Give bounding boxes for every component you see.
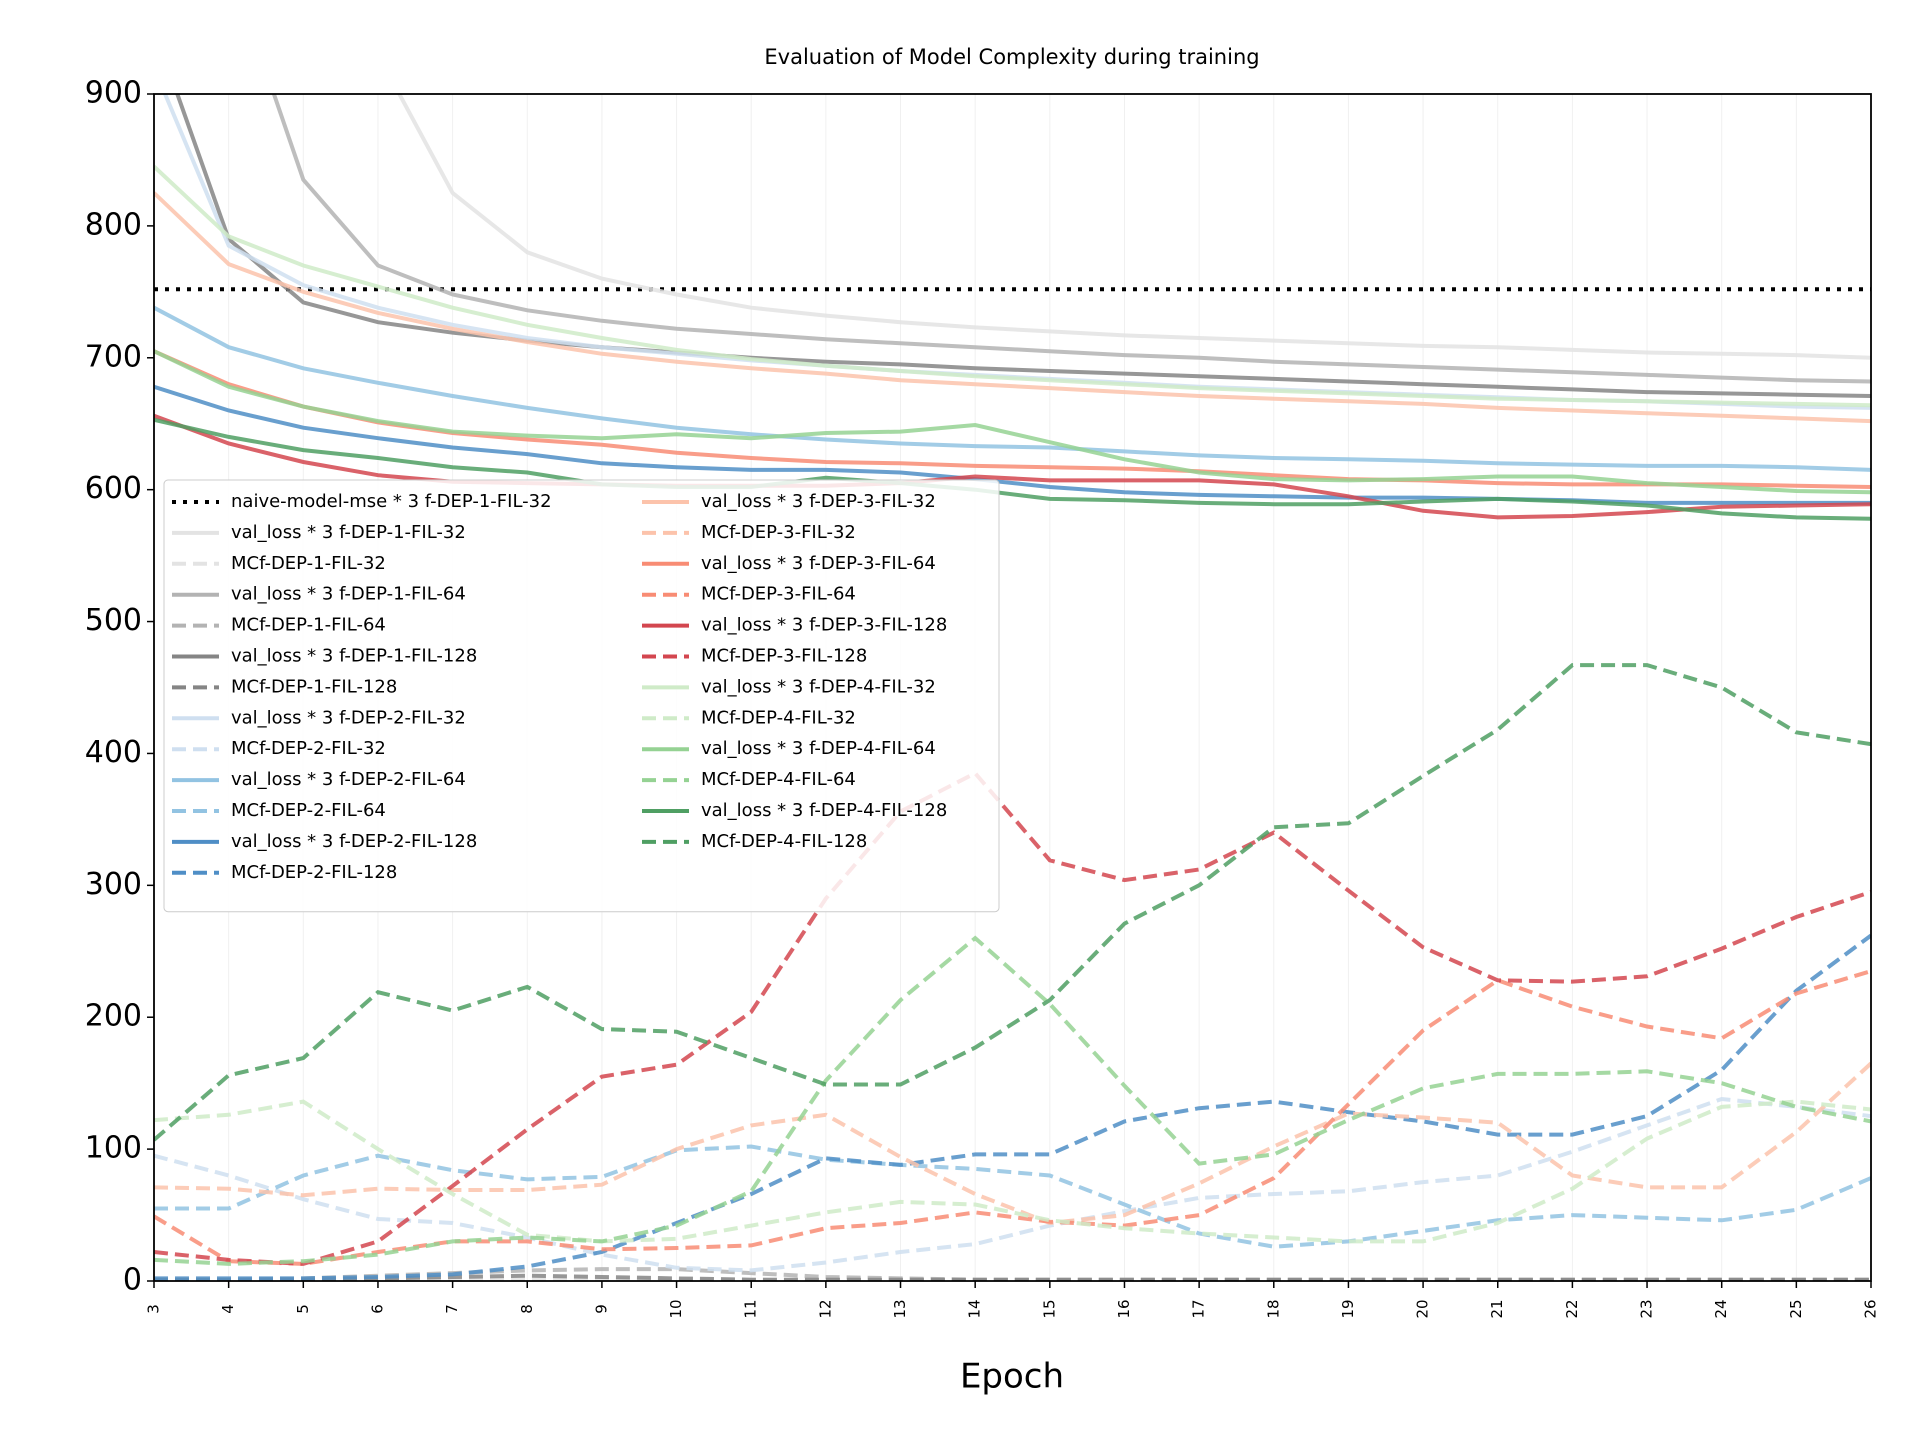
x-tick-label: 12 <box>816 1299 834 1318</box>
y-tick-label: 900 <box>85 76 142 111</box>
x-tick-label: 4 <box>219 1304 237 1314</box>
legend-label: MCf-DEP-4-FIL-128 <box>701 831 867 852</box>
legend-label: MCf-DEP-2-FIL-64 <box>231 800 386 821</box>
legend-label: MCf-DEP-1-FIL-64 <box>231 615 386 636</box>
legend-label: val_loss * 3 f-DEP-1-FIL-64 <box>231 584 466 605</box>
y-tick-label: 500 <box>85 603 142 638</box>
x-tick-label: 22 <box>1563 1299 1581 1318</box>
series-line <box>154 191 1871 424</box>
legend: naive-model-mse * 3 f-DEP-1-FIL-32 val_lo… <box>163 479 1000 913</box>
legend-label: val_loss * 3 f-DEP-3-FIL-32 <box>701 491 936 512</box>
x-tick-label: 7 <box>443 1304 461 1314</box>
legend-label: val_loss * 3 f-DEP-3-FIL-128 <box>701 615 947 636</box>
x-tick-label: 21 <box>1488 1299 1506 1318</box>
legend-label: val_loss * 3 f-DEP-1-FIL-32 <box>231 522 466 543</box>
y-tick-label: 100 <box>85 1131 142 1166</box>
y-tick-label: 600 <box>85 471 142 506</box>
legend-label: MCf-DEP-3-FIL-32 <box>701 522 856 543</box>
legend-label: MCf-DEP-4-FIL-32 <box>701 707 856 728</box>
y-tick-label: 200 <box>85 999 142 1034</box>
legend-label: MCf-DEP-1-FIL-32 <box>231 553 386 574</box>
y-tick-label: 700 <box>85 339 142 374</box>
series-line <box>154 935 1871 1266</box>
series-line <box>154 1273 1871 1281</box>
y-tick-label: 300 <box>85 867 142 902</box>
y-tick-label: 800 <box>85 207 142 242</box>
legend-label: val_loss * 3 f-DEP-1-FIL-128 <box>231 646 477 667</box>
legend-label: val_loss * 3 f-DEP-2-FIL-128 <box>231 831 477 852</box>
x-tick-label: 26 <box>1862 1299 1880 1318</box>
x-tick-label: 3 <box>145 1304 163 1314</box>
x-tick-label: 24 <box>1712 1299 1730 1318</box>
series-line <box>154 663 1871 1142</box>
x-tick-label: 6 <box>368 1304 386 1314</box>
x-tick-label: 20 <box>1414 1299 1432 1318</box>
legend-label: MCf-DEP-3-FIL-64 <box>701 584 856 605</box>
series-line <box>397 94 1871 360</box>
legend-box <box>163 479 1000 913</box>
series-line <box>154 1144 1871 1249</box>
series-line <box>154 933 1871 1281</box>
chart-title: Evaluation of Model Complexity during tr… <box>764 45 1259 69</box>
plot-frame <box>153 93 1872 1282</box>
x-tick-label: 18 <box>1264 1299 1282 1318</box>
legend-label: val_loss * 3 f-DEP-4-FIL-32 <box>701 676 936 697</box>
series-line <box>154 349 1871 495</box>
y-tick-label: 400 <box>85 735 142 770</box>
x-tick-label: 10 <box>667 1299 685 1318</box>
legend-label: val_loss * 3 f-DEP-2-FIL-32 <box>231 707 466 728</box>
x-tick-label: 19 <box>1339 1299 1357 1318</box>
x-tick-label: 14 <box>966 1299 984 1318</box>
legend-label: naive-model-mse * 3 f-DEP-1-FIL-32 <box>231 491 552 512</box>
series-line <box>271 94 1871 384</box>
y-tick-label: 0 <box>123 1263 142 1298</box>
series-line <box>154 417 1871 521</box>
series-line <box>154 165 1871 408</box>
legend-label: MCf-DEP-1-FIL-128 <box>231 676 397 697</box>
x-tick-label: 13 <box>891 1299 909 1318</box>
series-line <box>175 94 1871 398</box>
series-line <box>154 1096 1871 1273</box>
x-tick-label: 17 <box>1190 1299 1208 1318</box>
x-tick-label: 25 <box>1787 1299 1805 1318</box>
legend-label: val_loss * 3 f-DEP-2-FIL-64 <box>231 769 466 790</box>
legend-label: MCf-DEP-4-FIL-64 <box>701 769 856 790</box>
legend-label: MCf-DEP-2-FIL-128 <box>231 862 397 883</box>
legend-label: val_loss * 3 f-DEP-3-FIL-64 <box>701 553 936 574</box>
x-tick-label: 11 <box>742 1299 760 1318</box>
series-line <box>154 969 1871 1266</box>
x-axis-label: Epoch <box>960 1357 1064 1397</box>
legend-label: val_loss * 3 f-DEP-4-FIL-64 <box>701 738 936 759</box>
x-tick-label: 23 <box>1638 1299 1656 1318</box>
x-tick-label: 5 <box>294 1304 312 1314</box>
series-line <box>154 1061 1871 1226</box>
legend-label: MCf-DEP-3-FIL-128 <box>701 646 867 667</box>
x-tick-label: 8 <box>518 1304 536 1314</box>
legend-label: val_loss * 3 f-DEP-4-FIL-128 <box>701 800 947 821</box>
series-line <box>154 305 1871 472</box>
legend-label: MCf-DEP-2-FIL-32 <box>231 738 386 759</box>
series-line <box>154 770 1871 1266</box>
x-tick-label: 16 <box>1115 1299 1133 1318</box>
x-tick-label: 9 <box>592 1304 610 1314</box>
x-tick-label: 15 <box>1040 1299 1058 1318</box>
